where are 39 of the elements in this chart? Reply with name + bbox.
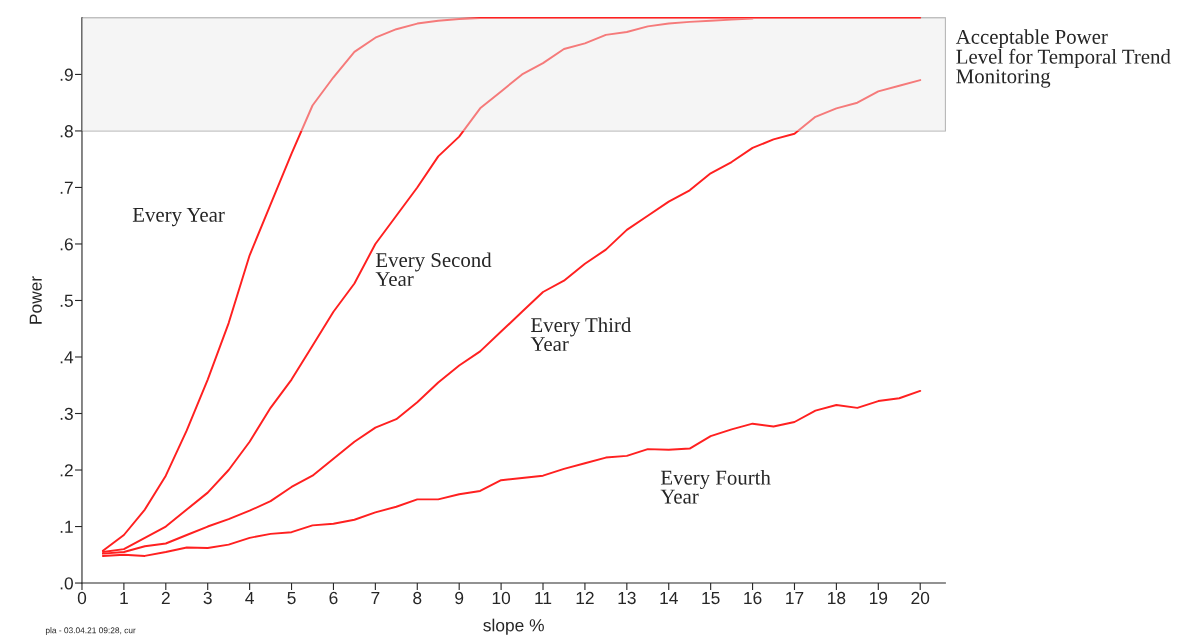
x-tick-label: 6 [329,591,338,605]
x-tick-label: 2 [161,591,170,604]
x-tick-label: 15 [702,592,720,605]
x-tick-label: 14 [660,592,678,604]
text: pla - 03.04.21 09:28, cur [45,627,136,635]
y-tick-label: .6 [60,238,73,251]
x-tick-label: 11 [535,592,552,604]
x-tick-label: 20 [911,591,930,605]
y-tick-label: .9 [60,68,73,81]
x-tick-label: 17 [786,592,804,604]
series-label: Every Second Year [375,252,492,287]
x-tick-label: 3 [203,591,212,605]
y-tick-label: .7 [60,181,73,194]
y-tick-label: .5 [60,294,73,307]
y-tick-label: .3 [60,407,73,420]
y-tick-label: .8 [60,125,73,138]
x-tick-label: 7 [371,592,380,604]
x-tick-label: 16 [744,591,762,605]
x-tick-label: 8 [413,591,422,605]
x-tick-label: 10 [492,591,511,605]
x-tick-label: 4 [245,592,254,604]
y-tick-label: .1 [60,520,73,533]
x-tick-label: 19 [869,591,888,605]
x-tick-label: 0 [77,591,87,605]
y-tick-label: .0 [60,577,73,590]
x-tick-label: 9 [455,591,464,605]
series-label: Every Third Year [530,317,632,352]
series-label: Every Year [132,207,225,227]
x-tick-label: 13 [618,591,636,605]
x-tick-label: 5 [287,592,296,605]
y-tick-label: .2 [60,464,73,477]
y-axis-title: Power [29,276,42,324]
x-tick-label: 12 [576,591,594,604]
x-tick-label: 1 [120,592,128,604]
x-tick-label: 18 [828,591,846,605]
series-label: Every Fourth Year [660,470,771,504]
y-tick-label: .4 [60,351,74,364]
band-label: Acceptable Power Level for Temporal Trend Monitoring [955,29,1171,88]
x-axis-title: slope % [483,618,544,635]
